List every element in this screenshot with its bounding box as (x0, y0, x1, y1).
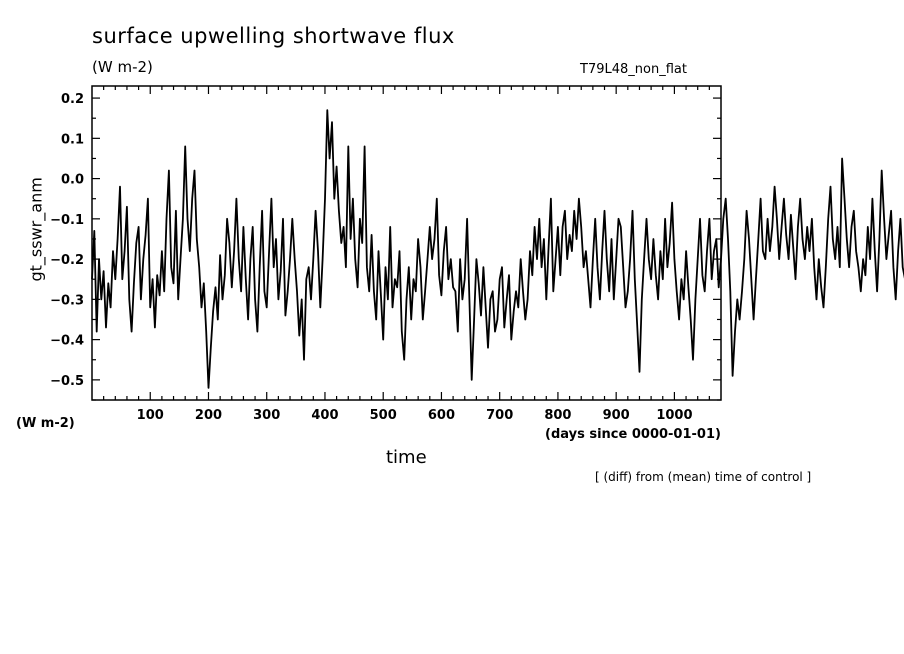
comparison-note: [ (diff) from (mean) time of control ] (595, 470, 812, 484)
x-tick-label: 1000 (656, 408, 692, 423)
y-tick-label: 0.2 (61, 92, 84, 107)
x-tick-label: 100 (137, 408, 164, 423)
series-line (91, 109, 904, 389)
x-tick-label: 900 (603, 408, 630, 423)
y-tick-label: 0.1 (61, 132, 84, 147)
chart-title: surface upwelling shortwave flux (92, 24, 455, 48)
y-tick-label: −0.2 (50, 253, 84, 268)
x-units-label: (days since 0000-01-01) (545, 427, 721, 442)
y-tick-label: −0.4 (50, 334, 84, 349)
run-name-label: T79L48_non_flat (580, 62, 687, 77)
y-tick-label: −0.3 (50, 293, 84, 308)
y-units-label: (W m-2) (16, 416, 75, 431)
x-tick-label: 800 (544, 408, 571, 423)
plot-frame (91, 85, 722, 401)
x-tick-label: 600 (428, 408, 455, 423)
x-axis-label: time (386, 447, 427, 468)
y-tick-label: −0.5 (50, 374, 84, 389)
x-tick-label: 300 (253, 408, 280, 423)
x-tick-label: 500 (370, 408, 397, 423)
y-tick-label: 0.0 (61, 173, 84, 188)
title-units: (W m-2) (92, 58, 153, 76)
x-tick-label: 400 (311, 408, 338, 423)
y-tick-label: −0.1 (50, 213, 84, 228)
x-tick-label: 700 (486, 408, 513, 423)
x-tick-label: 200 (195, 408, 222, 423)
